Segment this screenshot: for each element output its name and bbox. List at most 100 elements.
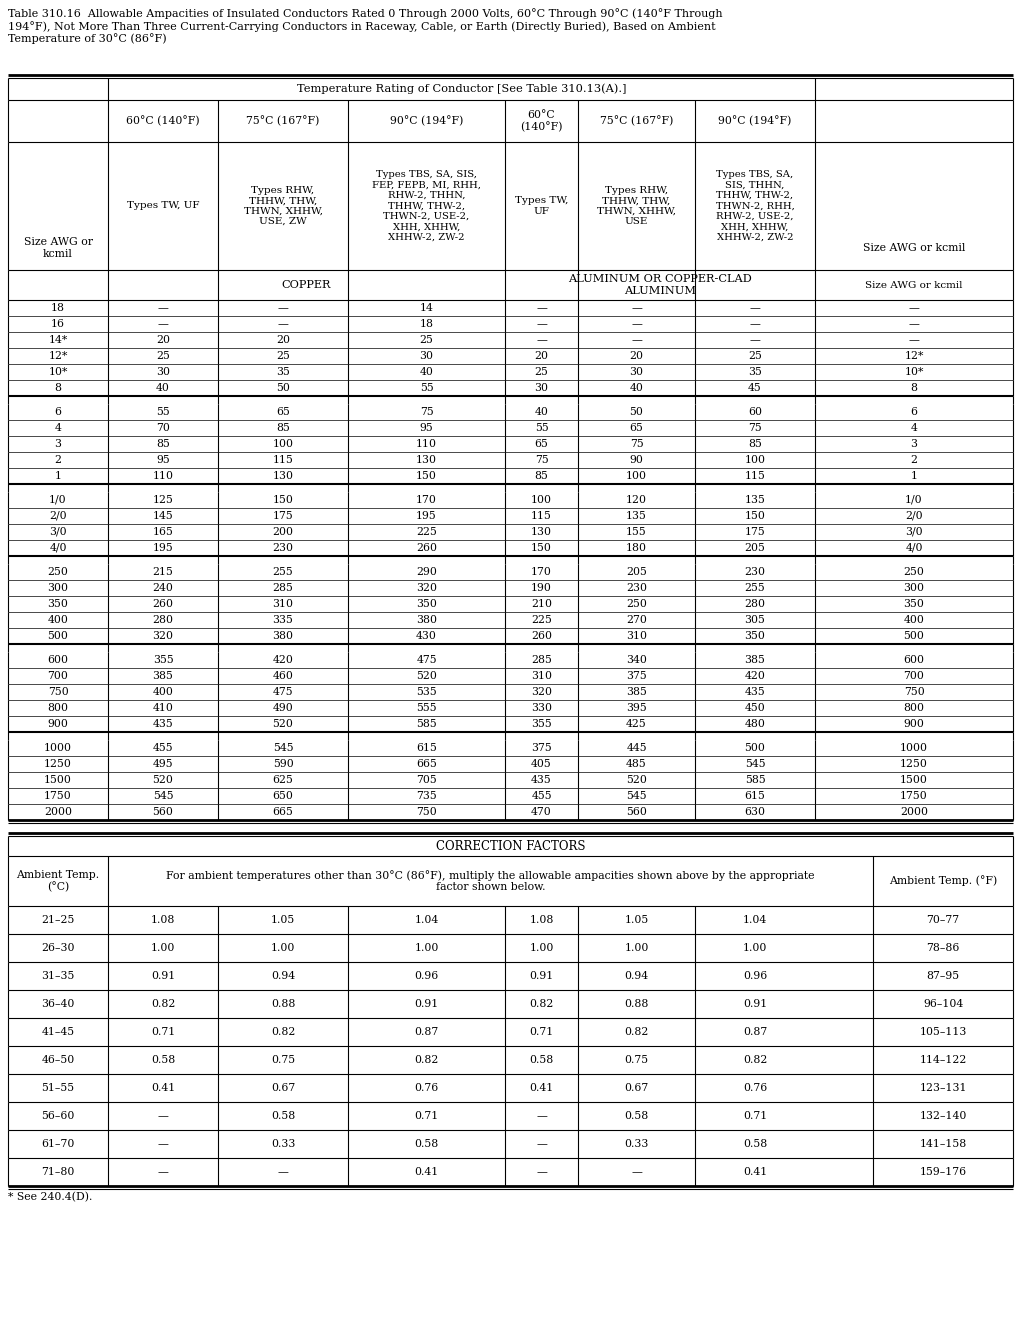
Text: 400: 400 [48, 615, 68, 625]
Text: 0.41: 0.41 [415, 1167, 439, 1177]
Text: 405: 405 [531, 759, 552, 769]
Text: 0.82: 0.82 [624, 1028, 648, 1037]
Text: 260: 260 [531, 632, 552, 641]
Text: 0.58: 0.58 [529, 1054, 553, 1065]
Text: 250: 250 [626, 599, 647, 609]
Text: 300: 300 [48, 583, 68, 593]
Text: 0.91: 0.91 [529, 971, 553, 981]
Text: 85: 85 [748, 439, 762, 450]
Text: 1.00: 1.00 [529, 943, 553, 953]
Text: 1.04: 1.04 [743, 915, 767, 925]
Text: 25: 25 [276, 351, 290, 361]
Text: 350: 350 [48, 599, 68, 609]
Text: 31–35: 31–35 [41, 971, 75, 981]
Text: 0.82: 0.82 [743, 1054, 767, 1065]
Text: 1: 1 [54, 471, 61, 480]
Text: 310: 310 [273, 599, 293, 609]
Text: 71–80: 71–80 [41, 1167, 75, 1177]
Text: 0.76: 0.76 [415, 1082, 439, 1093]
Text: 50: 50 [630, 407, 643, 417]
Text: 350: 350 [417, 599, 437, 609]
Text: 150: 150 [531, 543, 552, 553]
Text: Size AWG or kcmil: Size AWG or kcmil [865, 281, 963, 289]
Text: 1.08: 1.08 [151, 915, 176, 925]
Text: 900: 900 [48, 719, 68, 729]
Text: 310: 310 [531, 670, 552, 681]
Text: 165: 165 [152, 527, 174, 537]
Text: 21–25: 21–25 [41, 915, 75, 925]
Text: 470: 470 [531, 807, 552, 818]
Text: Types TW, UF: Types TW, UF [127, 202, 199, 210]
Text: 130: 130 [273, 471, 293, 480]
Text: 25: 25 [156, 351, 169, 361]
Text: 35: 35 [276, 367, 290, 377]
Text: 2/0: 2/0 [906, 511, 923, 520]
Text: 115: 115 [531, 511, 552, 520]
Text: 0.91: 0.91 [743, 999, 767, 1009]
Text: 0.87: 0.87 [743, 1028, 767, 1037]
Text: 435: 435 [531, 775, 552, 785]
Text: —: — [157, 1139, 168, 1149]
Text: 0.82: 0.82 [415, 1054, 439, 1065]
Text: 0.96: 0.96 [415, 971, 439, 981]
Text: 240: 240 [152, 583, 174, 593]
Text: 6: 6 [911, 407, 918, 417]
Text: 260: 260 [416, 543, 437, 553]
Text: 40: 40 [630, 383, 643, 393]
Text: 130: 130 [416, 455, 437, 466]
Text: 75: 75 [420, 407, 433, 417]
Text: 320: 320 [531, 686, 552, 697]
Text: 600: 600 [904, 656, 924, 665]
Text: 255: 255 [273, 567, 293, 577]
Text: 110: 110 [152, 471, 174, 480]
Text: 485: 485 [626, 759, 647, 769]
Text: 26–30: 26–30 [41, 943, 75, 953]
Text: 55: 55 [535, 423, 548, 434]
Text: 430: 430 [417, 632, 437, 641]
Text: —: — [157, 302, 168, 313]
Text: 30: 30 [630, 367, 643, 377]
Text: 0.75: 0.75 [625, 1054, 648, 1065]
Text: 3: 3 [54, 439, 61, 450]
Text: 500: 500 [744, 743, 766, 753]
Text: 420: 420 [744, 670, 766, 681]
Text: —: — [278, 302, 289, 313]
Text: 60°C
(140°F): 60°C (140°F) [521, 110, 563, 132]
Text: —: — [631, 1167, 642, 1177]
Text: 255: 255 [744, 583, 766, 593]
Text: 0.58: 0.58 [271, 1111, 295, 1121]
Text: 61–70: 61–70 [41, 1139, 75, 1149]
Text: 75: 75 [535, 455, 548, 466]
Text: 155: 155 [626, 527, 647, 537]
Text: 30: 30 [156, 367, 171, 377]
Text: Types RHW,
THHW, THW,
THWN, XHHW,
USE, ZW: Types RHW, THHW, THW, THWN, XHHW, USE, Z… [243, 186, 323, 226]
Text: 435: 435 [152, 719, 174, 729]
Text: —: — [909, 318, 920, 329]
Text: 385: 385 [152, 670, 174, 681]
Text: 305: 305 [744, 615, 766, 625]
Text: 6: 6 [54, 407, 61, 417]
Text: 150: 150 [417, 471, 437, 480]
Text: 380: 380 [273, 632, 293, 641]
Text: —: — [536, 1139, 547, 1149]
Text: Table 310.16  Allowable Ampacities of Insulated Conductors Rated 0 Through 2000 : Table 310.16 Allowable Ampacities of Ins… [8, 8, 723, 44]
Text: 0.58: 0.58 [415, 1139, 439, 1149]
Text: 750: 750 [48, 686, 68, 697]
Text: 700: 700 [48, 670, 68, 681]
Text: 320: 320 [152, 632, 174, 641]
Text: 450: 450 [744, 702, 766, 713]
Text: 0.71: 0.71 [743, 1111, 767, 1121]
Text: 20: 20 [630, 351, 643, 361]
Text: 175: 175 [273, 511, 293, 520]
Text: 335: 335 [273, 615, 293, 625]
Text: 600: 600 [48, 656, 68, 665]
Text: 40: 40 [420, 367, 434, 377]
Text: 0.82: 0.82 [271, 1028, 295, 1037]
Text: 25: 25 [535, 367, 548, 377]
Text: 665: 665 [273, 807, 293, 818]
Text: 55: 55 [156, 407, 169, 417]
Text: 735: 735 [417, 791, 437, 801]
Text: 705: 705 [417, 775, 437, 785]
Text: 12*: 12* [905, 351, 924, 361]
Text: 650: 650 [273, 791, 293, 801]
